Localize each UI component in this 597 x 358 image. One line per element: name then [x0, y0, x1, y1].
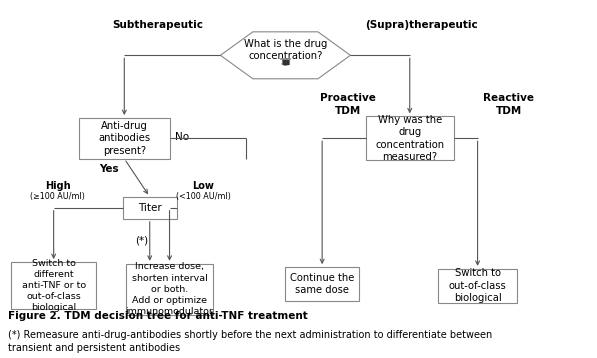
Text: Low: Low — [192, 181, 214, 191]
FancyBboxPatch shape — [285, 267, 359, 301]
Text: (Supra)therapeutic: (Supra)therapeutic — [365, 20, 478, 30]
Text: (*): (*) — [135, 235, 148, 245]
Text: High: High — [45, 181, 70, 191]
Text: Switch to
different
anti-TNF or to
out-of-class
biological: Switch to different anti-TNF or to out-o… — [21, 259, 86, 313]
Text: Why was the
drug
concentration
measured?: Why was the drug concentration measured? — [375, 115, 444, 162]
FancyBboxPatch shape — [123, 197, 177, 219]
FancyBboxPatch shape — [11, 262, 96, 309]
FancyBboxPatch shape — [79, 118, 170, 159]
FancyBboxPatch shape — [366, 116, 454, 160]
Text: (≥100 AU/ml): (≥100 AU/ml) — [30, 192, 85, 200]
Text: Anti-drug
antibodies
present?: Anti-drug antibodies present? — [99, 121, 150, 156]
Text: What is the drug
concentration?: What is the drug concentration? — [244, 39, 327, 62]
Text: Continue the
same dose: Continue the same dose — [290, 273, 355, 295]
Polygon shape — [220, 32, 350, 79]
Text: (*) Remeasure anti-drug-antibodies shortly before the next administration to dif: (*) Remeasure anti-drug-antibodies short… — [8, 330, 493, 353]
Text: No: No — [175, 132, 189, 142]
Text: Switch to
out-of-class
biological: Switch to out-of-class biological — [449, 268, 506, 303]
Text: Subtherapeutic: Subtherapeutic — [113, 20, 204, 30]
FancyBboxPatch shape — [126, 264, 213, 315]
Text: Increase dose,
shorten interval
or both.
Add or optimize
immunomodulator: Increase dose, shorten interval or both.… — [125, 262, 214, 316]
Text: Figure 2. TDM decision tree for anti-TNF treatment: Figure 2. TDM decision tree for anti-TNF… — [8, 311, 308, 321]
Text: Proactive
TDM: Proactive TDM — [319, 93, 376, 116]
Text: Yes: Yes — [99, 164, 118, 174]
Text: Titer: Titer — [138, 203, 162, 213]
Text: Reactive
TDM: Reactive TDM — [483, 93, 534, 116]
Text: (<100 AU/ml): (<100 AU/ml) — [176, 192, 231, 200]
FancyBboxPatch shape — [438, 269, 517, 303]
